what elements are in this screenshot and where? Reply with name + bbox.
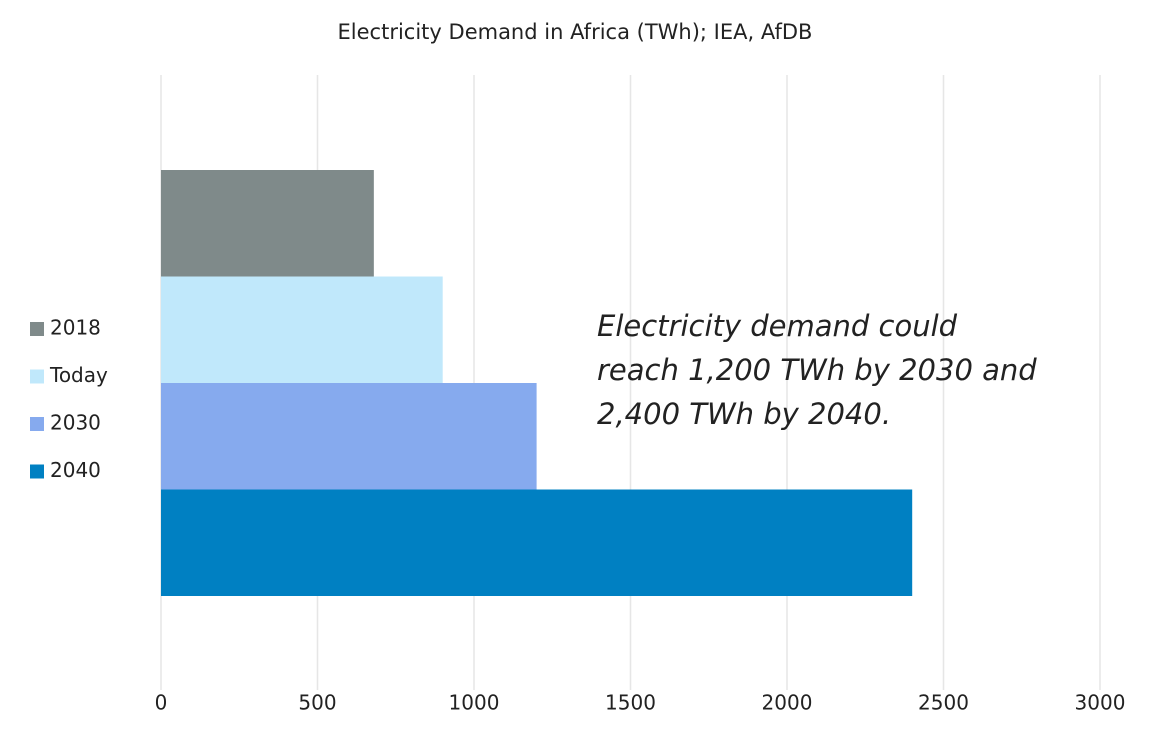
x-tick-label: 1500 (605, 691, 656, 715)
x-tick-label: 0 (155, 691, 168, 715)
x-tick-label: 2000 (762, 691, 813, 715)
legend-swatch (30, 369, 44, 384)
legend-swatch (30, 464, 44, 479)
legend-label: 2018 (50, 316, 101, 340)
bar (161, 383, 537, 490)
legend-swatch (30, 322, 44, 336)
legend-label: 2040 (50, 458, 101, 482)
x-tick-label: 3000 (1075, 691, 1126, 715)
legend-label: 2030 (50, 411, 101, 435)
bar (161, 276, 443, 383)
legend-swatch (30, 417, 44, 431)
x-tick-label: 1000 (449, 691, 500, 715)
annotation: Electricity demand could (597, 309, 958, 343)
annotation: reach 1,200 TWh by 2030 and (597, 353, 1037, 387)
legend-label: Today (49, 363, 108, 387)
x-tick-label: 500 (298, 691, 336, 715)
bar (161, 170, 374, 277)
x-tick-label: 2500 (918, 691, 969, 715)
chart-title: Electricity Demand in Africa (TWh); IEA,… (338, 20, 813, 44)
bar (161, 489, 913, 596)
annotation: 2,400 TWh by 2040. (597, 397, 891, 431)
